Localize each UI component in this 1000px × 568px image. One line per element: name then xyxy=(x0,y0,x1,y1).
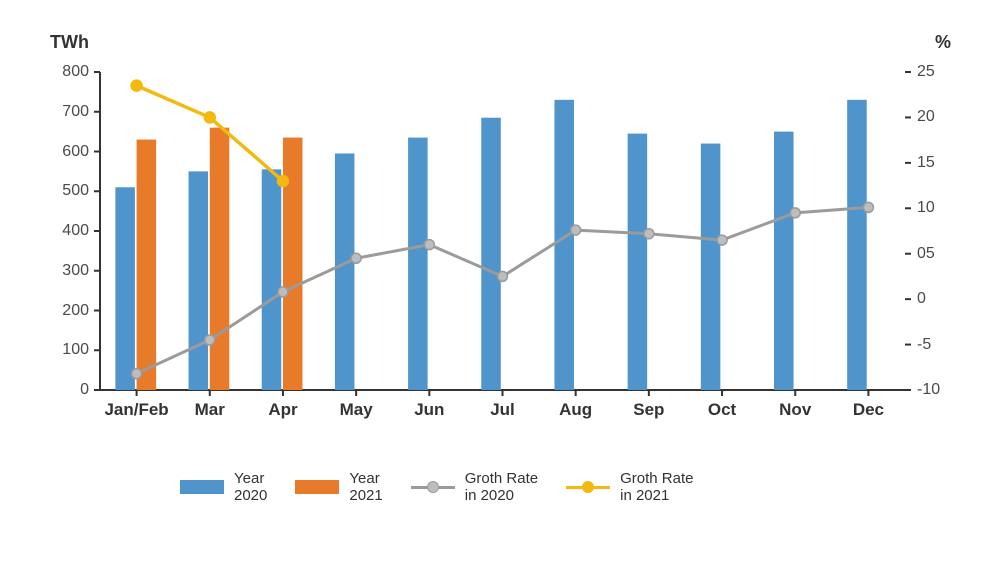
marker-groth-rate-in-2020 xyxy=(424,240,434,250)
line-groth-rate-in-2020 xyxy=(137,207,869,373)
y-left-tick-label: 300 xyxy=(39,262,89,280)
y-right-tick-label: 10 xyxy=(917,199,935,217)
bar-year-2020 xyxy=(262,169,282,390)
x-tick-label: Dec xyxy=(853,400,884,420)
x-tick-label: Apr xyxy=(268,400,297,420)
bar-year-2020 xyxy=(847,100,867,390)
legend-swatch-bar xyxy=(180,480,224,494)
marker-groth-rate-in-2020 xyxy=(278,287,288,297)
x-tick-label: Sep xyxy=(633,400,664,420)
x-tick-label: Jan/Feb xyxy=(104,400,168,420)
legend-swatch-line xyxy=(566,480,610,494)
y-left-tick-label: 100 xyxy=(39,341,89,359)
bar-year-2020 xyxy=(628,134,648,390)
y-right-tick-label: 20 xyxy=(917,108,935,126)
y-right-tick-label: 25 xyxy=(917,63,935,81)
x-tick-label: Aug xyxy=(559,400,592,420)
bar-year-2020 xyxy=(115,187,135,390)
marker-groth-rate-in-2020 xyxy=(571,225,581,235)
bar-year-2020 xyxy=(408,138,428,390)
bar-year-2020 xyxy=(701,144,721,390)
x-tick-label: Nov xyxy=(779,400,811,420)
legend-item: Year 2020 xyxy=(180,470,267,505)
marker-groth-rate-in-2020 xyxy=(644,229,654,239)
marker-groth-rate-in-2021 xyxy=(131,80,142,91)
legend-label: Groth Rate in 2020 xyxy=(465,470,538,505)
bar-year-2020 xyxy=(774,132,794,390)
y-left-tick-label: 200 xyxy=(39,302,89,320)
legend: Year 2020 Year 2021 Groth Rate in 2020 Grot… xyxy=(180,470,694,505)
marker-groth-rate-in-2020 xyxy=(717,235,727,245)
bar-year-2021 xyxy=(210,128,230,390)
y-left-tick-label: 700 xyxy=(39,103,89,121)
legend-swatch-line xyxy=(411,480,455,494)
bar-year-2021 xyxy=(283,138,303,390)
y-right-tick-label: -10 xyxy=(917,381,940,399)
bar-year-2020 xyxy=(481,118,501,390)
legend-item: Year 2021 xyxy=(295,470,382,505)
x-tick-label: Jul xyxy=(490,400,515,420)
legend-label: Groth Rate in 2021 xyxy=(620,470,693,505)
y-right-tick-label: 15 xyxy=(917,154,935,172)
x-tick-label: Mar xyxy=(195,400,225,420)
legend-item: Groth Rate in 2021 xyxy=(566,470,693,505)
x-tick-label: Oct xyxy=(708,400,736,420)
legend-item: Groth Rate in 2020 xyxy=(411,470,538,505)
marker-groth-rate-in-2020 xyxy=(790,208,800,218)
x-tick-label: May xyxy=(340,400,373,420)
y-left-tick-label: 0 xyxy=(39,381,89,399)
y-left-tick-label: 400 xyxy=(39,222,89,240)
legend-swatch-bar xyxy=(295,480,339,494)
bar-year-2020 xyxy=(554,100,574,390)
energy-chart: TWh % Year 2020Year 2021Groth Rate in 20… xyxy=(0,0,1000,568)
bar-year-2021 xyxy=(137,140,157,390)
bar-year-2020 xyxy=(335,153,355,390)
marker-groth-rate-in-2020 xyxy=(498,271,508,281)
x-tick-label: Jun xyxy=(414,400,444,420)
marker-groth-rate-in-2020 xyxy=(132,369,142,379)
marker-groth-rate-in-2020 xyxy=(351,253,361,263)
marker-groth-rate-in-2021 xyxy=(277,176,288,187)
marker-groth-rate-in-2020 xyxy=(863,202,873,212)
y-right-tick-label: 05 xyxy=(917,245,935,263)
marker-groth-rate-in-2020 xyxy=(205,335,215,345)
y-right-tick-label: -5 xyxy=(917,336,931,354)
y-right-tick-label: 0 xyxy=(917,290,926,308)
y-left-tick-label: 500 xyxy=(39,182,89,200)
bar-year-2020 xyxy=(189,171,209,390)
legend-label: Year 2021 xyxy=(349,470,382,505)
marker-groth-rate-in-2021 xyxy=(204,112,215,123)
y-left-tick-label: 800 xyxy=(39,63,89,81)
legend-label: Year 2020 xyxy=(234,470,267,505)
y-left-tick-label: 600 xyxy=(39,143,89,161)
